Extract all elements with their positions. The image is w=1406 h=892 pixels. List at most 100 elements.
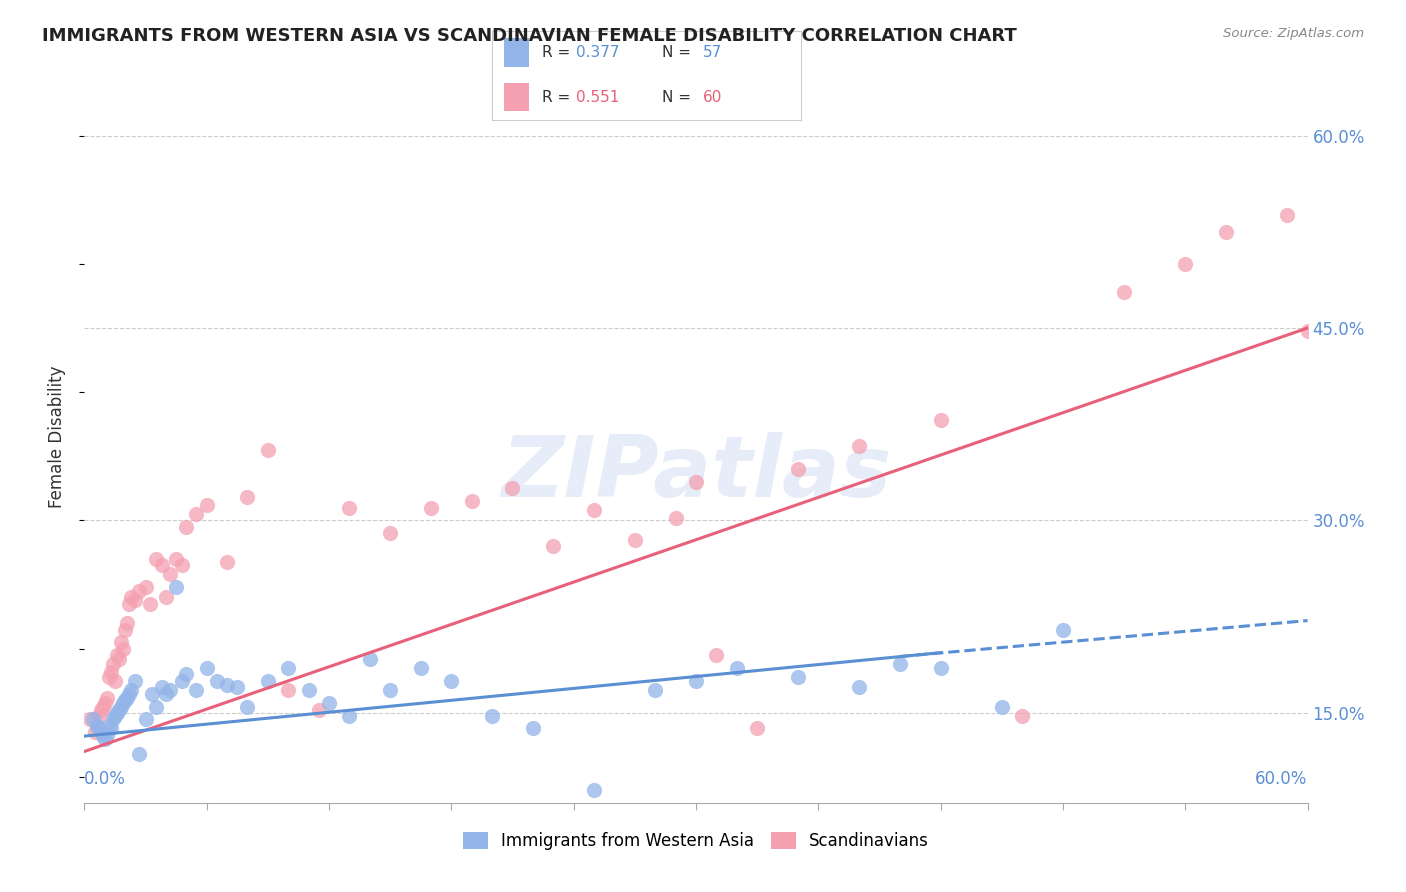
Text: N =: N = — [662, 45, 696, 60]
Point — [93, 731, 115, 746]
Point — [97, 719, 120, 733]
Point — [83, 725, 105, 739]
Point — [420, 500, 443, 515]
Point — [1052, 623, 1074, 637]
Point — [644, 93, 666, 107]
Point — [108, 652, 131, 666]
Point — [165, 580, 187, 594]
Point — [110, 699, 132, 714]
Point — [114, 693, 136, 707]
Text: R =: R = — [541, 90, 575, 104]
Point — [583, 503, 606, 517]
Point — [236, 699, 259, 714]
Y-axis label: Female Disability: Female Disability — [48, 366, 66, 508]
Point — [93, 696, 115, 710]
Text: 0.0%: 0.0% — [84, 770, 127, 788]
Point — [90, 703, 112, 717]
Point — [101, 712, 124, 726]
Point — [101, 657, 124, 672]
Point — [159, 567, 181, 582]
Point — [150, 681, 173, 695]
Point — [90, 725, 112, 739]
Point — [706, 648, 728, 663]
Point — [100, 665, 122, 679]
Point — [217, 555, 239, 569]
Point — [848, 439, 870, 453]
Point — [481, 708, 503, 723]
FancyBboxPatch shape — [505, 83, 529, 112]
Point — [236, 491, 259, 505]
Point — [112, 696, 135, 710]
Point — [359, 652, 381, 666]
Point — [522, 722, 544, 736]
Point — [96, 728, 118, 742]
Point — [277, 682, 299, 697]
Point — [115, 690, 138, 705]
Point — [155, 591, 177, 605]
Point — [172, 558, 194, 573]
Point — [409, 661, 432, 675]
Point — [380, 526, 402, 541]
Point — [583, 783, 606, 797]
Point — [380, 682, 402, 697]
Point — [929, 661, 952, 675]
Point — [87, 722, 110, 736]
Text: 0.377: 0.377 — [575, 45, 619, 60]
Text: Source: ZipAtlas.com: Source: ZipAtlas.com — [1223, 27, 1364, 40]
Point — [195, 661, 218, 675]
Text: R =: R = — [541, 45, 575, 60]
Point — [124, 593, 146, 607]
Point — [145, 699, 167, 714]
Point — [543, 539, 565, 553]
Point — [205, 673, 228, 688]
Point — [644, 682, 666, 697]
Point — [277, 661, 299, 675]
Point — [308, 703, 330, 717]
Point — [257, 442, 280, 457]
Point — [135, 580, 157, 594]
Point — [848, 681, 870, 695]
Point — [440, 673, 463, 688]
Point — [787, 670, 810, 684]
Text: 0.551: 0.551 — [575, 90, 619, 104]
Point — [1277, 208, 1299, 222]
Point — [186, 507, 208, 521]
Point — [159, 682, 181, 697]
Point — [339, 708, 361, 723]
FancyBboxPatch shape — [505, 38, 529, 67]
Point — [91, 699, 114, 714]
Point — [685, 673, 707, 688]
Point — [929, 413, 952, 427]
Point — [787, 462, 810, 476]
Point — [339, 500, 361, 515]
Point — [1114, 285, 1136, 299]
Point — [120, 591, 142, 605]
Point — [87, 708, 110, 723]
Point — [172, 673, 194, 688]
Point — [79, 712, 101, 726]
Point — [114, 623, 136, 637]
Point — [145, 552, 167, 566]
Point — [105, 706, 128, 720]
Point — [665, 511, 688, 525]
Point — [1215, 225, 1237, 239]
Point — [138, 597, 160, 611]
Point — [112, 641, 135, 656]
Text: 60: 60 — [703, 90, 721, 104]
Point — [135, 712, 157, 726]
Point — [118, 597, 141, 611]
Point — [105, 648, 128, 663]
Point — [96, 690, 118, 705]
Point — [186, 682, 208, 697]
Point — [502, 482, 524, 496]
Point — [624, 533, 647, 547]
Point — [226, 681, 249, 695]
Point — [104, 673, 127, 688]
Point — [298, 682, 321, 697]
Point — [86, 719, 108, 733]
Point — [124, 673, 146, 688]
Point — [1296, 324, 1319, 338]
Point — [174, 520, 197, 534]
Point — [461, 494, 484, 508]
Point — [86, 719, 108, 733]
